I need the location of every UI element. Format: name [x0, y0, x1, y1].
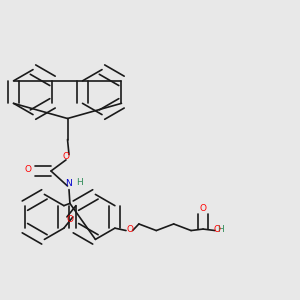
Text: H: H: [217, 224, 224, 233]
Text: H: H: [76, 178, 83, 187]
Text: O: O: [126, 225, 133, 234]
Text: O: O: [24, 165, 32, 174]
Text: O: O: [66, 215, 74, 224]
Text: N: N: [66, 179, 72, 188]
Text: O: O: [62, 152, 70, 160]
Text: O: O: [200, 204, 207, 213]
Text: O: O: [213, 224, 220, 233]
